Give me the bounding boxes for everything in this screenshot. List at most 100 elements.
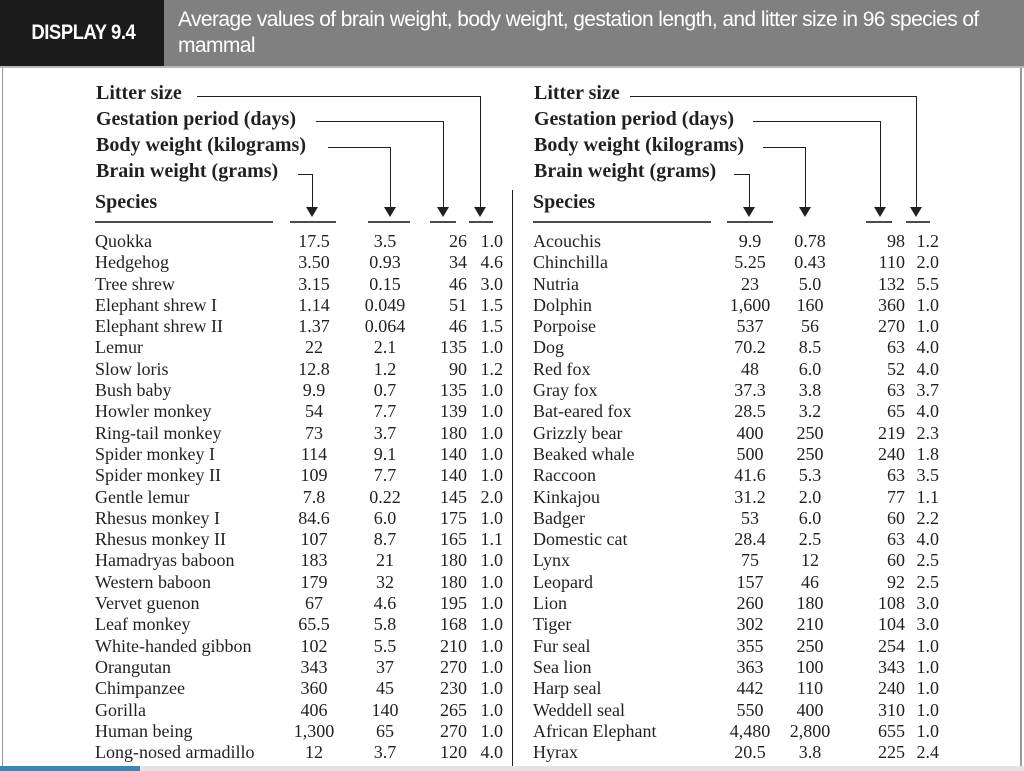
table-row: Lemur 22 2.1 135 1.0 <box>95 337 503 358</box>
leader-line <box>390 147 391 207</box>
frame-border-left <box>2 68 3 768</box>
species-name: Tree shrew <box>95 273 175 294</box>
legend-litter-size: Litter size <box>96 82 182 104</box>
gestation-value: 270 <box>440 656 467 677</box>
panel-divider <box>512 190 513 766</box>
litter-size-value: 3.7 <box>916 380 940 401</box>
gestation-value: 175 <box>440 507 467 528</box>
body-weight-value: 6.0 <box>798 358 822 379</box>
leader-line <box>763 147 805 148</box>
litter-size-value: 1.0 <box>916 720 940 741</box>
gestation-value: 145 <box>440 486 467 507</box>
body-weight-value: 3.8 <box>798 742 822 763</box>
left-data-table: Quokka 17.5 3.5 26 1.0 Hedgehog 3.50 0.93 34 4.6 T… <box>95 231 503 763</box>
gestation-value: 135 <box>440 380 467 401</box>
gestation-value: 108 <box>878 593 905 614</box>
litter-size-value: 1.0 <box>916 635 940 656</box>
gestation-value: 120 <box>440 742 467 763</box>
species-name: Bush baby <box>95 380 172 401</box>
table-row: Sea lion 363 100 343 1.0 <box>533 657 939 678</box>
species-name: Human being <box>95 720 193 741</box>
leader-line <box>298 174 312 175</box>
brain-weight-value: 537 <box>736 316 764 337</box>
leader-line <box>480 96 481 207</box>
litter-size-value: 3.0 <box>916 593 940 614</box>
litter-size-value: 1.0 <box>916 656 940 677</box>
litter-size-value: 1.0 <box>916 316 940 337</box>
gestation-value: 65 <box>887 401 905 422</box>
species-name: Badger <box>533 507 585 528</box>
leader-line <box>316 121 443 122</box>
table-row: Gentle lemur 7.8 0.22 145 2.0 <box>95 487 503 508</box>
frame-border-right <box>1020 68 1022 768</box>
brain-weight-value: 73 <box>305 422 323 443</box>
table-row: Lynx 75 12 60 2.5 <box>533 550 939 571</box>
gestation-value: 26 <box>449 231 467 251</box>
litter-size-value: 1.0 <box>480 593 504 614</box>
litter-size-value: 2.0 <box>916 252 940 273</box>
brain-weight-value: 114 <box>300 443 328 464</box>
litter-size-value: 1.5 <box>480 316 504 337</box>
species-name: Western baboon <box>95 571 212 592</box>
table-row: Spider monkey II 109 7.7 140 1.0 <box>95 465 503 486</box>
litter-size-value: 1.0 <box>480 678 504 699</box>
species-name: Howler monkey <box>95 401 212 422</box>
table-row: Ring-tail monkey 73 3.7 180 1.0 <box>95 423 503 444</box>
table-row: Elephant shrew II 1.37 0.064 46 1.5 <box>95 316 503 337</box>
table-row: Kinkajou 31.2 2.0 77 1.1 <box>533 487 939 508</box>
display-number: DISPLAY 9.4 <box>20 0 147 66</box>
table-row: Elephant shrew I 1.14 0.049 51 1.5 <box>95 295 503 316</box>
arrow-down-icon <box>874 207 886 217</box>
gestation-value: 90 <box>449 358 467 379</box>
gestation-value: 180 <box>440 571 467 592</box>
litter-size-value: 1.0 <box>480 401 504 422</box>
species-name: Spider monkey I <box>95 443 215 464</box>
species-name: Lynx <box>533 550 571 571</box>
table-row: Human being 1,300 65 270 1.0 <box>95 721 503 742</box>
leader-line <box>753 121 880 122</box>
species-name: Raccoon <box>533 465 596 486</box>
bottom-scroll-bar[interactable] <box>0 766 1024 771</box>
gestation-value: 77 <box>887 486 905 507</box>
body-weight-value: 12 <box>801 550 819 571</box>
leader-line <box>749 174 750 207</box>
body-weight-value: 5.5 <box>373 635 397 656</box>
litter-size-value: 4.0 <box>916 401 940 422</box>
gestation-value: 180 <box>440 422 467 443</box>
brain-weight-value: 400 <box>736 422 764 443</box>
litter-size-value: 1.2 <box>916 231 940 251</box>
leader-line <box>197 96 480 97</box>
litter-size-value: 4.0 <box>916 358 940 379</box>
body-weight-value: 3.8 <box>798 380 822 401</box>
species-name: Nutria <box>533 273 579 294</box>
body-weight-value: 5.0 <box>798 273 822 294</box>
body-weight-value: 5.8 <box>373 614 397 635</box>
litter-size-value: 2.5 <box>916 571 940 592</box>
litter-size-value: 4.0 <box>916 337 940 358</box>
brain-weight-value: 260 <box>736 593 764 614</box>
brain-weight-value: 183 <box>300 550 328 571</box>
display-badge: DISPLAY 9.4 <box>0 0 164 66</box>
arrow-down-icon <box>437 207 449 217</box>
body-weight-value: 400 <box>796 699 824 720</box>
body-weight-value: 180 <box>796 593 824 614</box>
litter-size-value: 1.1 <box>480 529 504 550</box>
litter-size-value: 1.0 <box>480 720 504 741</box>
species-name: African Elephant <box>533 720 657 741</box>
litter-size-value: 1.0 <box>480 231 504 251</box>
species-name: Long-nosed armadillo <box>95 742 255 763</box>
body-weight-value: 0.7 <box>373 380 397 401</box>
column-rule <box>368 221 410 223</box>
table-row: Weddell seal 550 400 310 1.0 <box>533 700 939 721</box>
body-weight-value: 45 <box>376 678 394 699</box>
species-name: Orangutan <box>95 656 171 677</box>
brain-weight-value: 48 <box>741 358 759 379</box>
column-header-species: Species <box>533 191 596 213</box>
arrow-down-icon <box>306 207 318 217</box>
display-title: Average values of brain weight, body wei… <box>178 8 979 57</box>
table-row: Hamadryas baboon 183 21 180 1.0 <box>95 550 503 571</box>
gestation-value: 63 <box>887 380 905 401</box>
gestation-value: 63 <box>887 337 905 358</box>
column-header-species: Species <box>95 191 158 213</box>
table-row: Lion 260 180 108 3.0 <box>533 593 939 614</box>
